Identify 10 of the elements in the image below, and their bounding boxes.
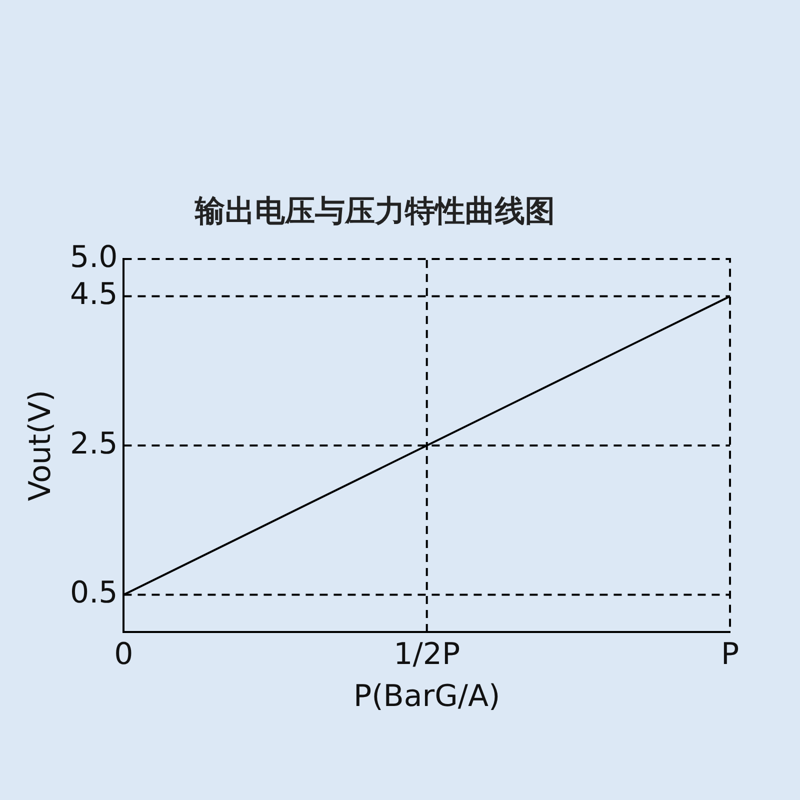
x-axis-title: P(BarG/A) [354,678,500,714]
x-tick-label: 0 [114,636,134,672]
y-tick-label: 0.5 [70,575,118,610]
y-tick-label: 2.5 [70,426,118,462]
x-tick-label: P [720,636,740,672]
y-tick-label: 5.0 [70,240,118,275]
x-tick-label: 1/2P [394,636,460,672]
y-tick-label: 4.5 [70,277,118,312]
chart-title: 输出电压与压力特性曲线图 [194,194,555,229]
y-axis-title: Vout(V) [22,390,58,502]
